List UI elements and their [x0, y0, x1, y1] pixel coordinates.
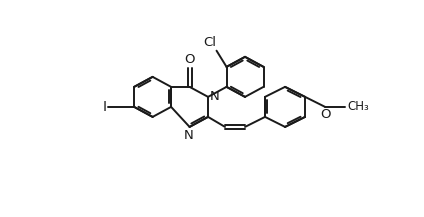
Text: CH₃: CH₃ [347, 100, 369, 113]
Text: N: N [184, 129, 194, 142]
Text: I: I [103, 100, 106, 114]
Text: O: O [184, 53, 195, 66]
Text: O: O [320, 108, 330, 121]
Text: Cl: Cl [203, 36, 216, 49]
Text: N: N [209, 90, 219, 103]
